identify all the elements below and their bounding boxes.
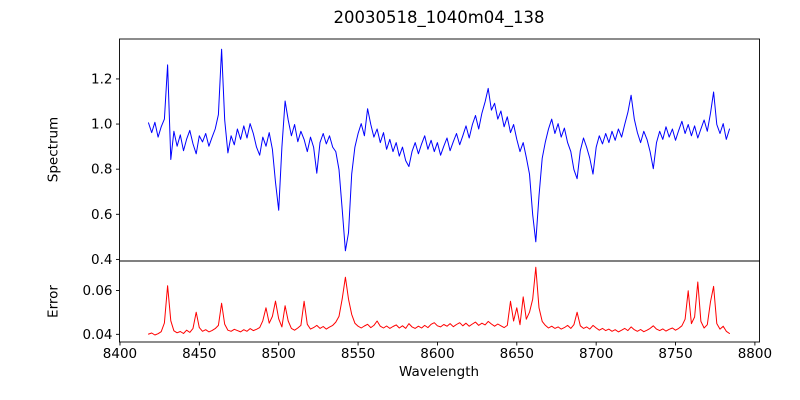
x-tick-label: 8450: [182, 346, 216, 362]
x-tick-label: 8500: [262, 346, 296, 362]
x-tick-label: 8650: [500, 346, 534, 362]
y-tick-label: 0.06: [82, 283, 112, 299]
axes-frame-1: [119, 260, 760, 343]
spectrum-line: [148, 48, 730, 252]
y-tick-label: 1.0: [91, 117, 112, 133]
x-tick-label: 8400: [103, 346, 137, 362]
x-tick-label: 8800: [738, 346, 772, 362]
spectrum-y-axis-label: Spectrum: [45, 116, 62, 183]
x-tick-label: 8550: [341, 346, 375, 362]
y-tick-label: 0.04: [82, 327, 112, 343]
error-line: [148, 266, 730, 336]
x-tick-label: 8600: [420, 346, 454, 362]
y-tick-label: 0.6: [91, 207, 112, 223]
x-axis-label: Wavelength: [398, 364, 480, 380]
y-tick-label: 1.2: [91, 71, 112, 87]
error-y-axis-label: Error: [45, 285, 62, 318]
y-tick-label: 0.4: [91, 252, 112, 268]
chart-title: 20030518_1040m04_138: [333, 8, 545, 27]
x-tick-label: 8750: [658, 346, 692, 362]
x-tick-label: 8700: [579, 346, 613, 362]
y-tick-label: 0.8: [91, 162, 112, 178]
